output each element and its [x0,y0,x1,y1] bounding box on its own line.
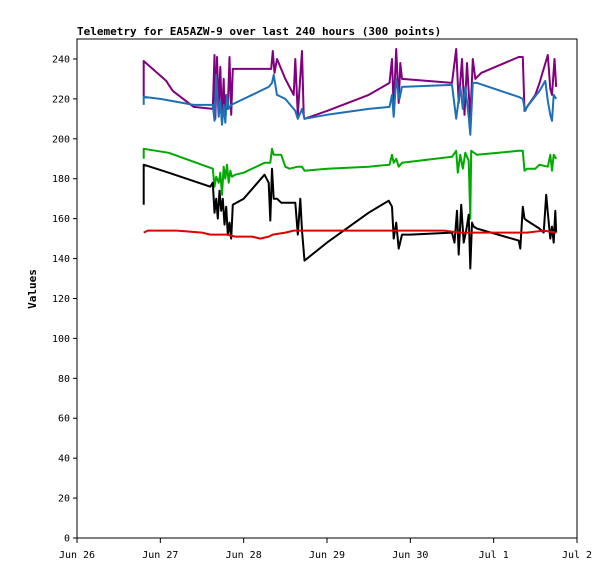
x-axis: Jun 26 Jun 27 Jun 28 Jun 29 Jun 30 Jul 1 Jul 2 [59,538,592,561]
series-layer [142,48,558,270]
x-tick-label: Jun 26 [59,550,95,561]
x-tick-label: Jul 2 [562,550,592,561]
series-line-2 [142,73,558,136]
series-line-4 [142,163,558,270]
y-tick-label: 160 [52,214,70,225]
y-tick-label: 220 [52,94,70,105]
x-tick-label: Jun 28 [226,550,262,561]
series-line-1 [142,48,558,120]
series-line-5 [143,229,557,240]
y-tick-label: 40 [58,454,70,465]
y-tick-label: 20 [58,494,70,505]
x-tick-label: Jul 1 [479,550,509,561]
chart-title: Telemetry for EA5AZW-9 over last 240 hou… [77,25,441,38]
x-tick-label: Jun 29 [309,550,345,561]
y-tick-label: 100 [52,334,70,345]
y-tick-label: 140 [52,254,70,265]
y-tick-label: 240 [52,54,70,65]
y-tick-label: 80 [58,374,70,385]
y-axis-label: Values [26,269,39,309]
y-tick-label: 60 [58,414,70,425]
y-tick-label: 180 [52,174,70,185]
y-axis: 0 20 40 60 80 100 120 140 160 180 200 220 240 [52,54,77,545]
y-tick-label: 120 [52,294,70,305]
y-tick-label: 0 [64,534,70,545]
x-tick-label: Jun 30 [392,550,428,561]
y-tick-label: 200 [52,134,70,145]
series-line-3 [142,147,558,220]
x-tick-label: Jun 27 [142,550,178,561]
